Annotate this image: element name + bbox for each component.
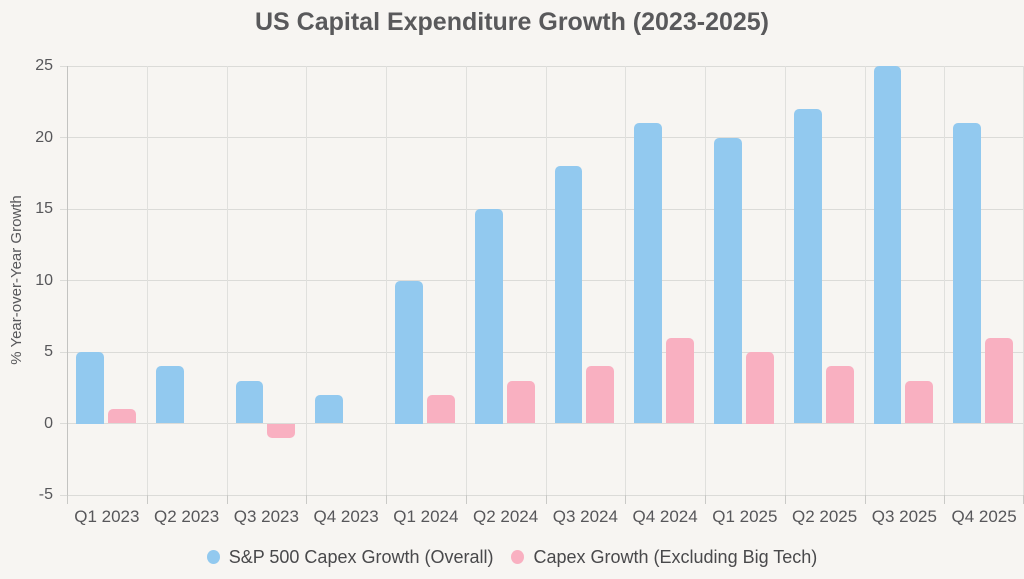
x-tick-label: Q4 2024	[632, 507, 698, 526]
x-tick-label: Q3 2023	[233, 507, 299, 526]
bar-overall	[474, 209, 503, 424]
x-gridline	[864, 66, 866, 495]
y-axis-line	[67, 66, 68, 495]
y-gridline	[60, 494, 1024, 496]
bar-ex-bigtech	[666, 337, 695, 424]
chart-title: US Capital Expenditure Growth (2023-2025…	[254, 8, 770, 36]
bar-overall	[155, 366, 184, 424]
x-tick-mark	[67, 495, 68, 504]
bar-overall	[634, 123, 663, 424]
x-gridline	[705, 66, 706, 495]
bar-ex-bigtech	[745, 352, 774, 424]
x-tick-mark	[705, 495, 706, 504]
y-tick-label: -5	[38, 486, 53, 503]
bar-overall	[554, 166, 583, 424]
x-gridline	[465, 66, 467, 495]
bar-ex-bigtech	[426, 394, 455, 424]
bar-overall	[76, 352, 104, 424]
y-gridline	[60, 208, 1024, 210]
legend-item: Capex Growth (Excluding Big Tech)	[511, 547, 817, 568]
x-tick-label: Q3 2025	[871, 507, 937, 526]
x-tick-label: Q4 2025	[951, 507, 1017, 526]
x-tick-label: Q3 2024	[552, 507, 618, 526]
x-gridline	[784, 66, 786, 495]
x-tick-label: Q1 2025	[712, 507, 778, 526]
x-gridline	[146, 66, 148, 495]
x-tick-mark	[306, 495, 308, 504]
x-tick-mark	[545, 495, 547, 504]
x-tick-label: Q4 2023	[313, 507, 379, 526]
bar-overall	[395, 280, 423, 424]
bar-ex-bigtech	[586, 366, 615, 424]
bar-ex-bigtech	[985, 337, 1014, 424]
x-gridline	[306, 66, 308, 495]
legend-label: S&P 500 Capex Growth (Overall)	[228, 546, 494, 567]
bar-overall	[793, 108, 822, 424]
y-tick-label: 25	[35, 57, 53, 74]
legend-item: S&P 500 Capex Growth (Overall)	[206, 546, 494, 568]
x-tick-label: Q2 2024	[473, 507, 539, 526]
legend-dot-icon	[206, 550, 220, 564]
x-tick-mark	[386, 495, 387, 504]
x-tick-mark	[625, 495, 627, 504]
bar-overall	[953, 123, 982, 424]
x-tick-label: Q2 2025	[792, 507, 858, 526]
x-gridline	[545, 66, 547, 495]
x-tick-label: Q2 2023	[154, 507, 220, 526]
x-tick-mark	[864, 495, 866, 504]
bar-overall	[235, 380, 264, 424]
x-tick-mark	[226, 495, 228, 504]
plot-area: -5 0 5 10 15 20 25	[35, 57, 1024, 504]
bar-overall	[873, 66, 902, 424]
legend-dot-icon	[511, 550, 525, 564]
x-tick-label: Q1 2024	[393, 507, 459, 526]
x-tick-mark	[784, 495, 786, 504]
y-tick-label: 20	[35, 128, 53, 146]
bar-overall	[315, 394, 344, 424]
x-tick-mark	[944, 495, 946, 504]
bar-ex-bigtech	[506, 380, 535, 424]
y-gridline	[60, 280, 1024, 281]
bar-ex-bigtech	[107, 409, 136, 424]
y-tick-label: 10	[35, 271, 53, 289]
x-gridline	[625, 66, 627, 495]
y-gridline	[60, 65, 1024, 67]
legend-label: Capex Growth (Excluding Big Tech)	[533, 546, 818, 567]
bar-ex-bigtech	[905, 380, 934, 424]
y-gridline	[60, 423, 1024, 424]
y-tick-label: 15	[35, 200, 53, 217]
bar-overall	[714, 137, 742, 424]
x-tick-label: Q1 2023	[74, 507, 140, 526]
legend: S&P 500 Capex Growth (Overall) Capex Grow…	[0, 544, 1024, 570]
y-gridline	[60, 351, 1024, 353]
y-gridline	[60, 137, 1024, 138]
x-tick-mark	[146, 495, 148, 504]
x-gridline	[944, 66, 946, 495]
y-tick-label: 0	[44, 414, 53, 432]
x-gridline	[226, 66, 228, 495]
x-axis-labels: Q1 2023 Q2 2023 Q3 2023 Q4 2023 Q1 2024 Q2 20…	[67, 507, 1024, 529]
bar-ex-bigtech	[825, 366, 854, 424]
y-tick-label: 5	[44, 343, 53, 360]
x-gridline	[386, 66, 387, 495]
x-tick-mark	[465, 495, 467, 504]
bar-ex-bigtech	[267, 423, 296, 438]
